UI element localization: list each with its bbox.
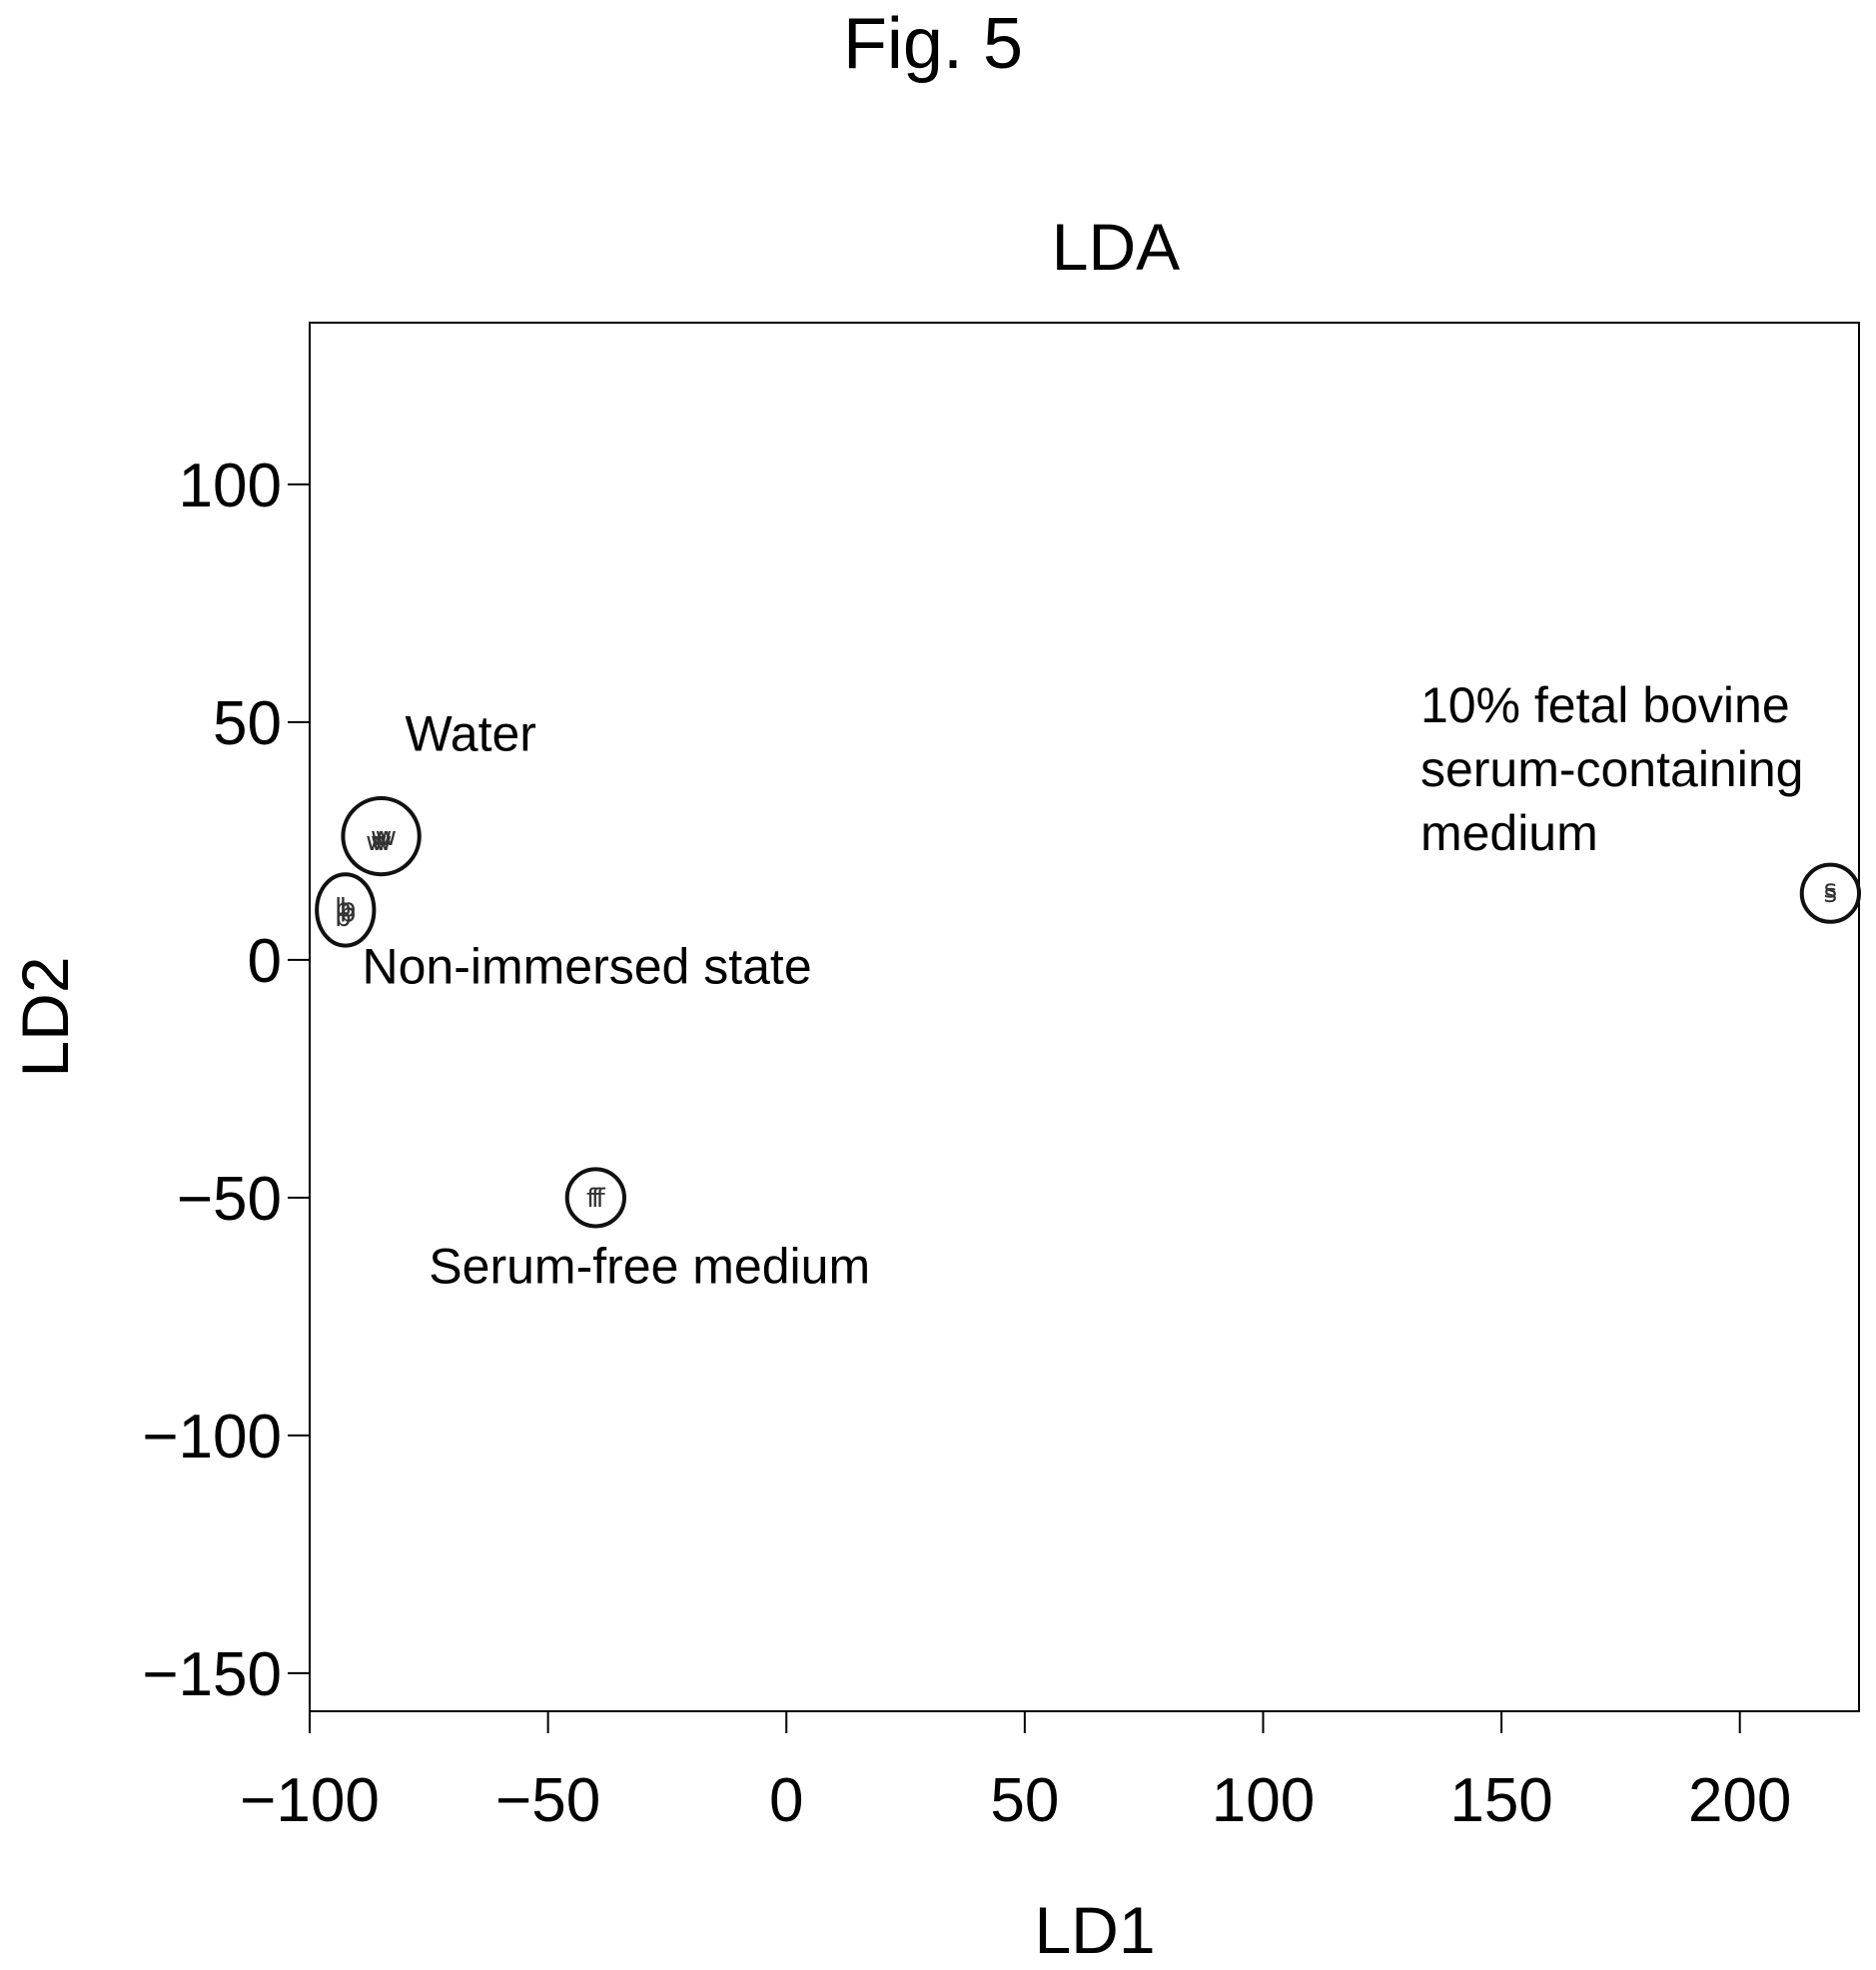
y-tick-label: 50 <box>213 689 282 758</box>
x-tick-label: 0 <box>769 1766 803 1835</box>
plot-frame <box>310 323 1859 1711</box>
annotation-label: medium <box>1420 805 1598 861</box>
x-tick-label: 50 <box>990 1766 1059 1835</box>
y-tick-label: −50 <box>177 1165 282 1234</box>
data-point: f <box>596 1184 606 1214</box>
x-tick-label: 150 <box>1449 1766 1552 1835</box>
y-tick-label: 0 <box>248 927 282 996</box>
data-point: b <box>340 894 357 924</box>
y-axis: −150 −100 −50 0 50 100 <box>142 452 310 1709</box>
y-tick-label: −150 <box>142 1640 282 1709</box>
y-axis-title: LD2 <box>8 956 82 1077</box>
figure-label: Fig. 5 <box>843 4 1023 84</box>
x-tick-label: 100 <box>1212 1766 1315 1835</box>
data-point: w <box>371 827 392 857</box>
x-axis-title: LD1 <box>1034 1893 1155 1967</box>
x-tick-label: −100 <box>240 1766 380 1835</box>
cluster-ellipses <box>317 798 1859 1226</box>
annotation-label: 10% fetal bovine <box>1420 677 1790 733</box>
y-tick-label: −100 <box>142 1403 282 1472</box>
x-axis: −100 −50 0 50 100 150 200 <box>240 1711 1791 1835</box>
y-tick-label: 100 <box>179 452 282 520</box>
annotation-label: Serum-free medium <box>429 1239 870 1295</box>
x-tick-label: 200 <box>1688 1766 1791 1835</box>
cluster-annotations: Water Non-immersed state Serum-free medium… <box>362 677 1803 1295</box>
data-point: s <box>1824 874 1838 904</box>
x-tick-label: −50 <box>495 1766 600 1835</box>
data-points: wwwwbbbbfffss <box>335 822 1837 1214</box>
annotation-label: serum-containing <box>1420 741 1804 797</box>
annotation-label: Water <box>405 705 536 761</box>
annotation-label: Non-immersed state <box>362 939 811 995</box>
chart-title: LDA <box>1052 210 1180 284</box>
